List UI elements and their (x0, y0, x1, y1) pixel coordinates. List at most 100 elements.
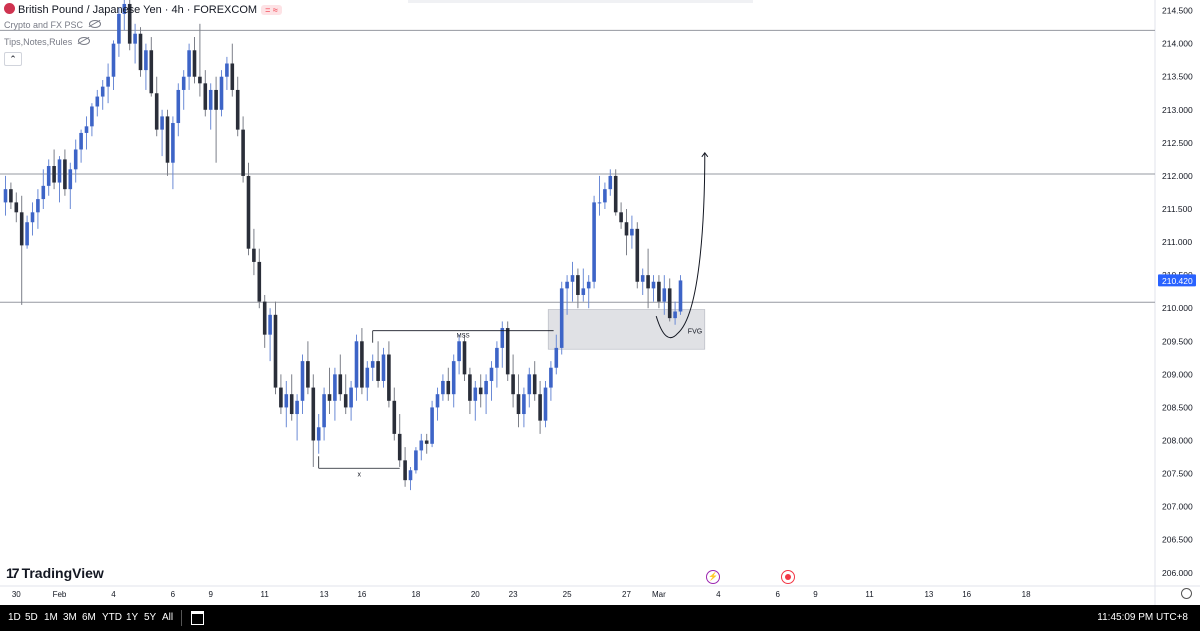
candle-body (565, 281, 569, 289)
candle-body (235, 89, 240, 130)
chevron-up-icon[interactable]: ⌃ (4, 52, 22, 66)
drawings[interactable]: MSS x (318, 151, 709, 478)
time-tick-label: 20 (471, 590, 480, 599)
eye-hidden-icon[interactable] (89, 20, 102, 28)
candle-body (414, 450, 418, 471)
calendar-icon[interactable] (191, 611, 204, 625)
candle-body (268, 314, 272, 335)
price-tick-label: 212.000 (1162, 171, 1193, 181)
time-tick-label: 16 (357, 590, 366, 599)
candle (527, 367, 532, 408)
fvg-zone-group[interactable]: FVG (547, 309, 706, 350)
time-tick-label: Feb (53, 590, 67, 599)
candle (495, 341, 499, 388)
clock-readout[interactable]: 11:45:09 PM UTC+8 (1097, 612, 1188, 623)
candle-body (117, 13, 121, 44)
candle-body (635, 228, 640, 282)
economic-event-icon[interactable] (781, 570, 795, 584)
price-tick-label: 214.000 (1162, 39, 1193, 49)
time-tick-label: 18 (411, 590, 420, 599)
indicator-row-1[interactable]: Crypto and FX PSC (4, 20, 102, 30)
candle (203, 70, 208, 117)
range-all[interactable]: All (162, 612, 174, 623)
candle (73, 139, 78, 183)
price-tick-label: 213.500 (1162, 72, 1193, 82)
candle-body (133, 33, 137, 44)
candle-body (532, 374, 537, 395)
candle-body (171, 123, 175, 163)
range-ytd[interactable]: YTD (102, 612, 122, 623)
settings-icon[interactable] (1181, 588, 1192, 599)
range-1y[interactable]: 1Y (126, 612, 139, 623)
last-price-badge[interactable] (1158, 274, 1196, 287)
symbol-header[interactable]: British Pound / Japanese Yen · 4h · FORE… (4, 3, 282, 16)
lightning-event-icon[interactable]: ⚡ (706, 570, 720, 584)
price-tick-label: 213.000 (1162, 105, 1193, 115)
candle-body (381, 354, 386, 381)
time-tick-label: 6 (775, 590, 780, 599)
candle-body (646, 275, 650, 289)
time-tick-label: 4 (716, 590, 721, 599)
range-1d[interactable]: 1D (8, 612, 21, 623)
time-axis[interactable]: 30 Feb 4 6 9 11 13 16 18 20 23 25 27 Mar 4 6 9 11 13 16 18 (12, 590, 1031, 599)
candle-body (451, 361, 456, 395)
time-tick-label: 11 (865, 590, 874, 599)
candle (241, 116, 245, 183)
price-chart[interactable]: FVG MSS x 214.500 214.000 213.500 213.000 212… (0, 0, 1200, 605)
candle-body (549, 367, 553, 388)
top-scroll-bar[interactable] (408, 0, 753, 3)
candle-body (41, 185, 46, 200)
candle (30, 202, 35, 236)
candle-body (257, 261, 262, 302)
range-1m[interactable]: 1M (44, 612, 58, 623)
candle-body (219, 76, 224, 110)
candle (667, 278, 672, 322)
fvg-zone[interactable] (547, 309, 706, 350)
indicator-row-2[interactable]: Tips,Notes,Rules (4, 37, 91, 47)
candle-body (311, 387, 316, 441)
candle (225, 56, 229, 90)
candle (165, 109, 170, 176)
candle (549, 361, 553, 401)
candle-body (300, 361, 305, 401)
candle (46, 159, 51, 196)
tradingview-logo[interactable]: 17 TradingView (6, 565, 104, 581)
range-3m[interactable]: 3M (63, 612, 77, 623)
candle (613, 169, 618, 216)
symbol-title: British Pound / Japanese Yen · 4h · FORE… (18, 4, 258, 16)
projection-curve[interactable] (655, 152, 706, 339)
candle (41, 169, 46, 210)
eye-hidden-icon[interactable] (78, 37, 91, 45)
candle-body (473, 387, 478, 401)
bottom-toolbar: 1D 5D 1M 3M 6M YTD 1Y 5Y All 11:45:09 PM… (0, 605, 1200, 631)
candle-body (376, 361, 380, 381)
range-5d[interactable]: 5D (25, 612, 38, 623)
candle-body (154, 93, 159, 130)
price-tick-label: 207.500 (1162, 469, 1193, 479)
market-status-icon[interactable]: = ≈ (261, 5, 282, 15)
candle (343, 374, 348, 415)
candle-body (338, 374, 343, 395)
x-label: x (357, 471, 361, 478)
candle (489, 361, 494, 401)
candle (635, 222, 640, 289)
candle (619, 202, 623, 229)
candle (333, 367, 337, 421)
range-6m[interactable]: 6M (82, 612, 96, 623)
candle-body (127, 3, 132, 44)
time-tick-label: 23 (509, 590, 518, 599)
range-5y[interactable]: 5Y (144, 612, 157, 623)
candle-body (165, 116, 170, 163)
candle (430, 400, 434, 448)
candle (457, 334, 461, 375)
time-tick-label: 16 (962, 590, 971, 599)
candle-body (122, 3, 127, 14)
price-tick-label: 210.000 (1162, 303, 1193, 313)
candle-body (619, 212, 623, 223)
candle-body (144, 50, 148, 71)
candle-body (576, 275, 580, 295)
price-tick-label: 211.500 (1162, 204, 1192, 214)
candle-body (262, 301, 267, 335)
candle-body (100, 86, 105, 97)
price-axis[interactable]: 214.500 214.000 213.500 213.000 212.500 212.0… (1158, 6, 1196, 578)
